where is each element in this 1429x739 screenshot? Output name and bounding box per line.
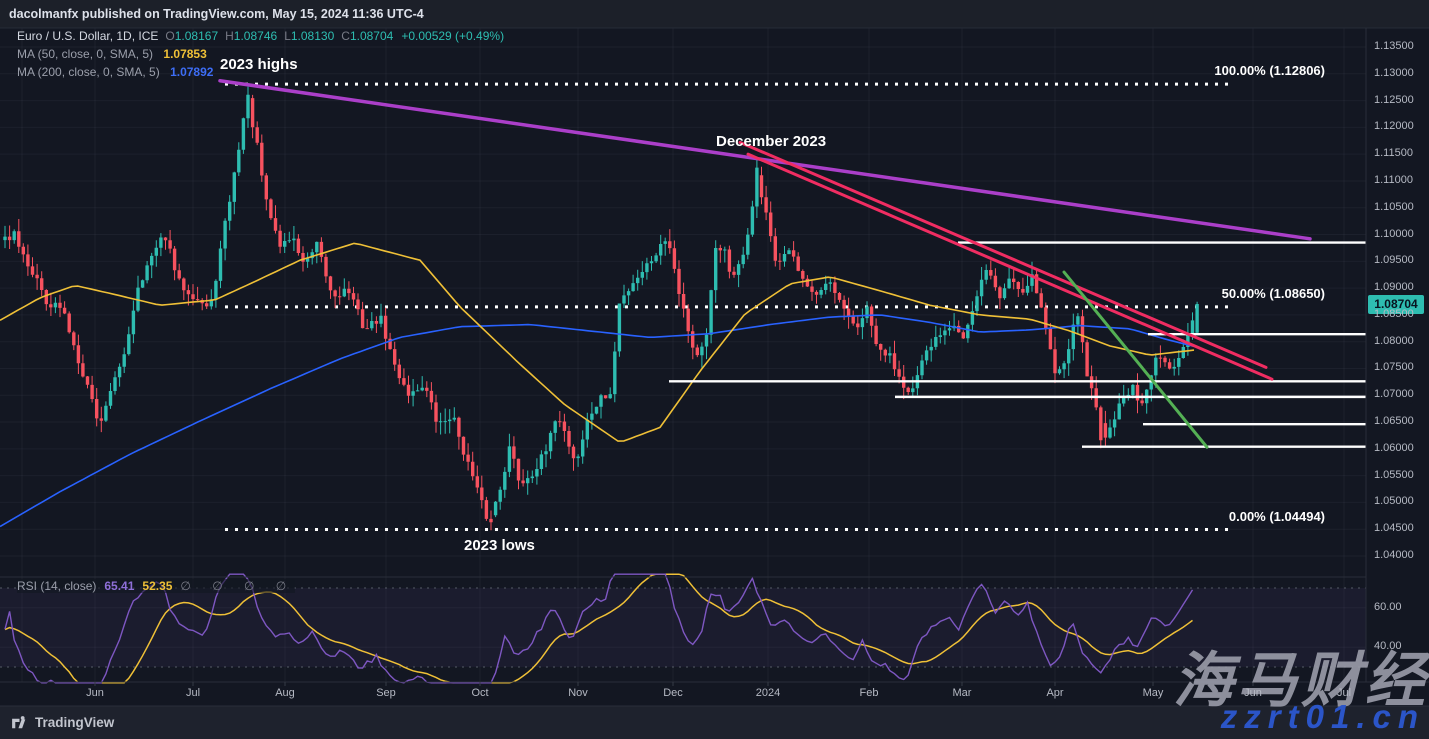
last-price-badge: 1.08704 [1368, 294, 1424, 314]
time-axis-label[interactable]: Apr [1046, 687, 1064, 699]
time-axis-label[interactable]: May [1142, 687, 1164, 699]
ohlc-value: 1.08704 [349, 29, 394, 43]
bottom-strip [0, 706, 1429, 739]
price-axis-label[interactable]: 1.08000 [1374, 334, 1414, 347]
ma50-label: MA (50, close, 0, SMA, 5) [17, 47, 154, 61]
annotation-december-2023: December 2023 [716, 133, 827, 150]
ohlc-key: L [284, 29, 291, 43]
price-axis-label[interactable]: 1.11000 [1374, 173, 1413, 186]
price-axis-label[interactable]: 1.06000 [1374, 441, 1414, 454]
price-axis-label[interactable]: 1.07000 [1374, 388, 1414, 401]
ma200-label: MA (200, close, 0, SMA, 5) [17, 65, 160, 79]
fib-label: 100.00% (1.12806) [1214, 63, 1325, 78]
price-axis-label[interactable]: 1.05500 [1374, 468, 1414, 481]
ma200-legend[interactable]: MA (200, close, 0, SMA, 5) 1.07892 [17, 63, 504, 81]
ma50-legend[interactable]: MA (50, close, 0, SMA, 5) 1.07853 [17, 45, 504, 63]
ohlc-value: 1.08746 [233, 29, 278, 43]
symbol-legend: Euro / U.S. Dollar, 1D, ICE O1.08167 H1.08… [17, 27, 504, 81]
ohlc-value: 1.08130 [290, 29, 335, 43]
tradingview-brand-text: TradingView [35, 715, 115, 730]
change-value: +0.00529 (+0.49%) [401, 29, 505, 43]
ma50-value: 1.07853 [163, 47, 207, 61]
time-axis-label[interactable]: Oct [471, 687, 489, 699]
price-axis-label[interactable]: 1.10500 [1374, 200, 1414, 213]
price-axis-label[interactable]: 1.09000 [1374, 281, 1414, 294]
rsi-ma-value: 52.35 [142, 579, 173, 593]
price-axis-label[interactable]: 1.13500 [1374, 40, 1414, 52]
price-axis-label[interactable]: 1.12500 [1374, 93, 1414, 106]
ohlc-key: H [225, 29, 234, 43]
price-axis-label[interactable]: 1.07500 [1374, 361, 1414, 374]
rsi-title: RSI (14, close) [17, 579, 97, 593]
rsi-null-values: ∅ ∅ ∅ ∅ [180, 579, 296, 593]
time-axis-label[interactable]: Jun [86, 687, 104, 699]
price-axis-label[interactable]: 1.05000 [1374, 495, 1414, 508]
time-axis-label[interactable]: Jul [185, 687, 201, 699]
watermark-url: zzrt01.cn [1220, 698, 1425, 735]
fib-label: 0.00% (1.04494) [1228, 509, 1325, 524]
time-axis-label[interactable]: Jul [1336, 687, 1352, 699]
time-axis-label[interactable]: Dec [663, 687, 683, 699]
time-axis-label[interactable]: Nov [568, 687, 588, 699]
tradingview-logo[interactable]: TradingView [10, 713, 114, 732]
top-strip [0, 0, 1429, 28]
symbol-title: Euro / U.S. Dollar, 1D, ICE [17, 29, 159, 43]
time-axis-label[interactable]: Sep [376, 687, 396, 699]
symbol-row[interactable]: Euro / U.S. Dollar, 1D, ICE O1.08167 H1.08… [17, 27, 504, 45]
time-axis-label[interactable]: 2024 [755, 687, 781, 699]
price-axis-label[interactable]: 1.06500 [1374, 415, 1414, 428]
rsi-axis-label[interactable]: 60.00 [1374, 601, 1402, 613]
annotation-2023-highs: 2023 highs [220, 56, 298, 73]
price-axis-label[interactable]: 1.04500 [1374, 522, 1414, 535]
ma200-value: 1.07892 [170, 65, 214, 79]
tradingview-icon [12, 716, 26, 729]
price-axis-label[interactable]: 1.04000 [1374, 549, 1414, 561]
fib-label: 50.00% (1.08650) [1221, 286, 1325, 301]
ohlc-key: O [165, 29, 175, 43]
time-axis-label[interactable]: Aug [275, 687, 295, 699]
rsi-axis-label[interactable]: 40.00 [1374, 640, 1402, 652]
price-axis-label[interactable]: 1.08500 [1374, 307, 1414, 320]
watermark-cjk: 海马财经 [1173, 647, 1429, 714]
price-axis-label[interactable]: 1.12000 [1374, 120, 1414, 133]
ohlc-key: C [341, 29, 350, 43]
time-axis-label[interactable]: Mar [952, 687, 972, 699]
price-axis-label[interactable]: 1.09500 [1374, 254, 1414, 267]
price-axis-label[interactable]: 1.11500 [1374, 147, 1413, 160]
price-axis-label[interactable]: 1.13000 [1374, 66, 1414, 79]
time-axis-label[interactable]: Jun [1244, 687, 1262, 699]
time-axis-label[interactable]: Feb [859, 687, 879, 699]
price-axis-label[interactable]: 1.10000 [1374, 227, 1414, 240]
rsi-value: 65.41 [104, 579, 135, 593]
ohlc-value: 1.08167 [174, 29, 219, 43]
annotation-2023-lows: 2023 lows [464, 537, 535, 554]
rsi-legend[interactable]: RSI (14, close) 65.41 52.35 ∅ ∅ ∅ ∅ [17, 579, 296, 593]
published-header: dacolmanfx published on TradingView.com,… [9, 7, 424, 21]
